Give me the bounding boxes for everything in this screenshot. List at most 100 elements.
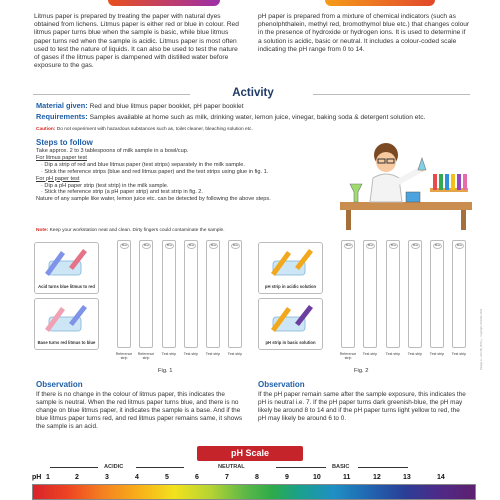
base-card-caption: Base turns red litmus to blue <box>37 340 96 345</box>
material-text: Red and blue litmus paper booklet, pH pa… <box>89 103 244 110</box>
ph-step-1: · Dip a pH paper strip (test strip) in t… <box>41 182 169 189</box>
fig2-strip-label: Reference strip <box>339 352 357 361</box>
divider-line-right <box>313 94 470 95</box>
fig2-strip-label: Test strip <box>429 352 445 356</box>
ph-number: 2 <box>75 474 79 481</box>
caution-line: Caution: Do not experiment with hazardou… <box>36 127 253 132</box>
basic-label: BASIC <box>332 464 350 470</box>
fig2-caption: Fig. 2 <box>354 368 369 374</box>
fig1-strip-label: Test strip <box>183 352 199 356</box>
ph-number: 12 <box>373 474 381 481</box>
requirements-text: Samples available at home such as milk, … <box>89 114 426 121</box>
steps-title: Steps to follow <box>36 138 93 147</box>
fig2-test-strip-5: Blue <box>452 240 466 348</box>
litmus-step-1: · Dip a strip of red and blue litmus pap… <box>41 161 245 168</box>
top-band <box>0 0 500 6</box>
ph-number: 11 <box>343 474 351 481</box>
basic-arrow-right <box>358 467 408 468</box>
ph-number: 6 <box>195 474 199 481</box>
caution-label: Caution: <box>36 127 56 132</box>
fig1-strip-label: Reference strip <box>115 352 133 361</box>
fig1-strip-label: Test strip <box>227 352 243 356</box>
design-credit: Design no. UFC1B_0001 © Copyright UNICEF… <box>480 308 483 370</box>
figure-2: pH strip in acidic solution pH strip in … <box>258 240 473 375</box>
ph-number: 9 <box>285 474 289 481</box>
fig2-strip-label: Test strip <box>451 352 467 356</box>
red-litmus-strip-icon <box>45 305 87 332</box>
fig2-test-strip-3: Blue <box>408 240 422 348</box>
ph-step-2: · Stick the reference strip (a pH paper … <box>41 189 203 196</box>
ph-test-heading: For pH paper test <box>36 175 80 182</box>
fig1-test-strip-4: Blue <box>228 240 242 348</box>
fig2-strip-label: Test strip <box>385 352 401 356</box>
ph-strip-base-icon <box>271 305 313 332</box>
litmus-header-tab <box>108 0 220 6</box>
ph-strip-acid-icon <box>271 249 313 276</box>
ph-paper-description: pH paper is prepared from a mixture of c… <box>258 13 470 53</box>
ph-number: 7 <box>225 474 229 481</box>
figure-1: Acid turns blue litmus to red Base turns… <box>34 240 249 375</box>
fig1-reference-strip-1: Blue <box>117 240 131 348</box>
ph-scale: ACIDIC NEUTRAL BASIC pH 1 2 3 4 5 6 7 8 … <box>32 462 476 500</box>
scientist-illustration <box>340 143 472 230</box>
scientist-face <box>376 152 396 172</box>
litmus-step-2: · Stick the reference strips (blue and r… <box>41 168 269 175</box>
ph-number: 8 <box>255 474 259 481</box>
basic-card-caption: pH strip in basic solution <box>265 340 316 345</box>
base-litmus-card: Base turns red litmus to blue <box>34 298 99 350</box>
ph-number: 13 <box>403 474 411 481</box>
step-intro: Take approx. 2 to 3 tablespoons of milk … <box>36 148 189 154</box>
note-line: Note: Keep your workstation neat and cle… <box>36 228 225 233</box>
ph-number: 3 <box>105 474 109 481</box>
blue-litmus-strip-icon <box>45 249 87 276</box>
requirements-line: Requirements: Samples available at home … <box>36 113 476 122</box>
fig1-test-strip-2: Blue <box>184 240 198 348</box>
fig1-test-strip-3: Blue <box>206 240 220 348</box>
observation-text-right: If the pH paper remain same after the sa… <box>258 391 466 422</box>
beaker-icon <box>349 183 363 203</box>
note-text: Keep your workstation neat and clean. Di… <box>49 228 225 233</box>
fig1-strip-label: Test strip <box>205 352 221 356</box>
activity-title: Activity <box>232 87 274 99</box>
ph-numbers: pH 1 2 3 4 5 6 7 8 9 10 11 12 13 14 <box>32 474 476 486</box>
litmus-description: Litmus paper is prepared by treating the… <box>34 13 239 70</box>
fig1-reference-strip-2: Blue <box>139 240 153 348</box>
ph-axis-label: pH <box>32 474 42 481</box>
fig2-reference-strip: Blue <box>341 240 355 348</box>
fig1-caption: Fig. 1 <box>158 368 173 374</box>
acidic-arrow-left <box>50 467 98 468</box>
lab-coat <box>369 173 403 203</box>
ph-color-gradient <box>32 484 476 500</box>
neutral-label: NEUTRAL <box>218 464 245 470</box>
fig1-test-strip-1: Blue <box>162 240 176 348</box>
ph-number: 5 <box>165 474 169 481</box>
ph-number: 14 <box>437 474 445 481</box>
litmus-test-heading: For litmus paper test <box>36 154 87 161</box>
basic-arrow-left <box>276 467 326 468</box>
material-line: Material given: Red and blue litmus pape… <box>36 102 476 111</box>
observation-title-left: Observation <box>36 380 83 389</box>
acid-card-caption: Acid turns blue litmus to red <box>38 284 95 289</box>
ph-header-tab <box>325 0 435 6</box>
steps-list: Take approx. 2 to 3 tablespoons of milk … <box>36 148 336 203</box>
fig2-test-strip-1: Blue <box>363 240 377 348</box>
acidic-arrow-right <box>136 467 184 468</box>
activity-divider: Activity <box>33 87 470 100</box>
flask-icon <box>417 157 427 171</box>
book-icon <box>405 191 421 203</box>
fig1-strip-label: Test strip <box>161 352 177 356</box>
fig1-strip-label: Reference strip <box>137 352 155 361</box>
divider-line-left <box>33 94 190 95</box>
note-label: Note: <box>36 228 49 233</box>
nature-detection-note: Nature of any sample like water, lemon j… <box>36 196 271 203</box>
basic-ph-card: pH strip in basic solution <box>258 298 323 350</box>
fig2-test-strip-4: Blue <box>430 240 444 348</box>
material-label: Material given: <box>36 101 88 110</box>
acidic-label: ACIDIC <box>104 464 124 470</box>
observation-title-right: Observation <box>258 380 305 389</box>
ph-number: 10 <box>313 474 321 481</box>
acidic-ph-card: pH strip in acidic solution <box>258 242 323 294</box>
observation-text-left: If there is no change in the colour of l… <box>36 391 243 430</box>
fig2-strip-label: Test strip <box>407 352 423 356</box>
fig2-strip-label: Test strip <box>362 352 378 356</box>
